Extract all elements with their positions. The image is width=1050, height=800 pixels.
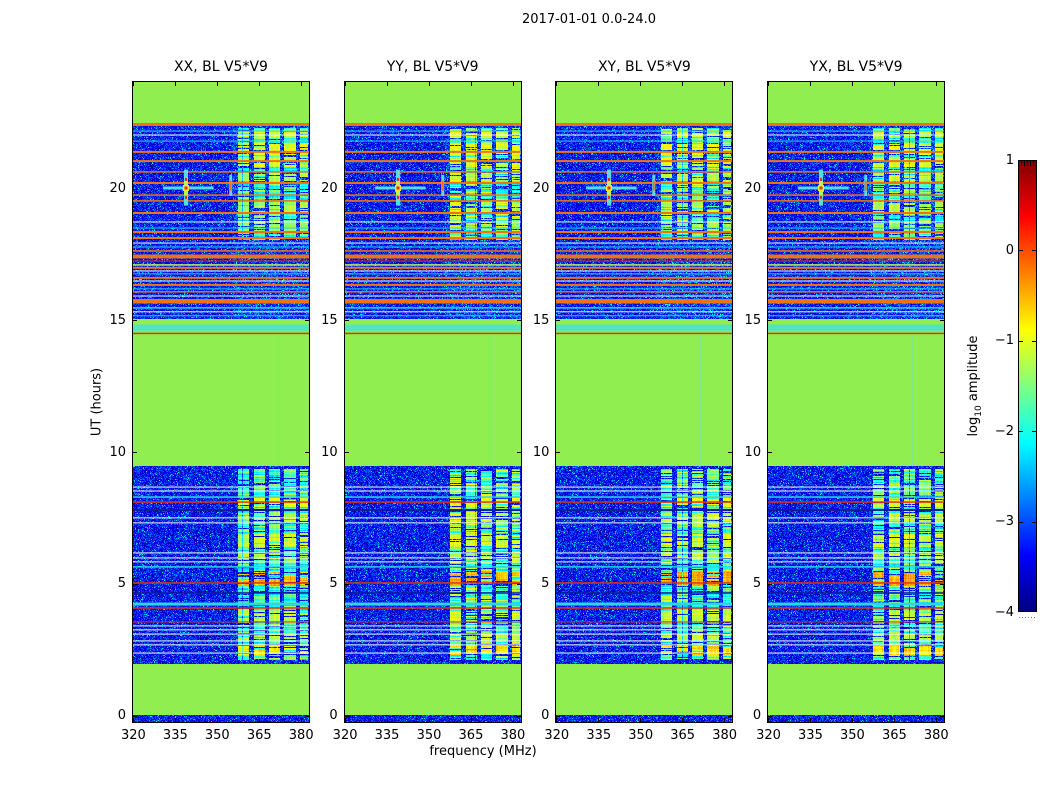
x-tick-label: 320 (756, 728, 781, 743)
x-tick-label: 335 (162, 728, 188, 743)
panel-title: YX, BL V5*V9 (809, 59, 903, 75)
x-tick-label: 320 (120, 728, 146, 743)
x-tick-label: 365 (670, 728, 696, 743)
y-tick-label: 10 (109, 444, 126, 460)
colorbar-label-sub: 10 (973, 405, 984, 417)
x-tick-label: 380 (923, 728, 949, 743)
y-tick-label: 20 (321, 181, 338, 196)
y-axis-label: UT (hours) (89, 367, 105, 437)
spectrogram-panel (132, 81, 310, 723)
panel-title: XY, BL V5*V9 (597, 59, 691, 75)
y-tick-label: 10 (532, 444, 550, 460)
colorbar-tick-label: −4 (994, 604, 1014, 620)
x-tick-label: 350 (204, 728, 230, 743)
y-tick-label: 5 (541, 576, 550, 592)
x-tick-label: 380 (288, 728, 314, 743)
y-tick-label: 5 (752, 576, 762, 592)
y-tick-label: 20 (109, 181, 126, 196)
colorbar-tick-label: 0 (1005, 242, 1014, 258)
colorbar-tick-label: −1 (994, 333, 1014, 349)
x-tick-label: 350 (839, 728, 865, 743)
spectrogram-panel (555, 81, 734, 723)
y-tick-label: 10 (321, 444, 338, 460)
panel-title: YY, BL V5*V9 (386, 59, 479, 75)
y-tick-label: 20 (744, 181, 762, 196)
y-tick-label: 15 (532, 312, 550, 328)
figure-title: 2017-01-01 0.0-24.0 (522, 12, 656, 27)
y-tick-label: 5 (117, 576, 126, 592)
x-axis-label: frequency (MHz) (429, 744, 537, 759)
x-tick-label: 335 (586, 728, 612, 743)
panel-title: XX, BL V5*V9 (174, 59, 268, 75)
colorbar-tick-label: 1 (1005, 152, 1014, 168)
x-tick-label: 365 (458, 728, 484, 743)
spectrogram-panel (343, 81, 522, 723)
y-tick-label: 0 (541, 708, 550, 723)
x-tick-label: 380 (712, 728, 738, 743)
x-tick-label: 350 (416, 728, 442, 743)
colorbar-label-rest: amplitude (966, 335, 982, 406)
x-tick-label: 335 (374, 728, 400, 743)
y-tick-label: 0 (752, 708, 762, 723)
colorbar-label: log10 amplitude (966, 335, 984, 436)
y-tick-label: 5 (329, 576, 338, 592)
y-tick-label: 10 (744, 444, 762, 460)
colorbar (1018, 160, 1037, 620)
x-tick-label: 350 (628, 728, 654, 743)
x-tick-label: 380 (500, 728, 526, 743)
y-tick-label: 15 (744, 312, 762, 328)
colorbar-label-log: log (966, 416, 982, 437)
y-tick-label: 20 (532, 181, 550, 196)
y-tick-label: 15 (321, 312, 338, 328)
x-tick-label: 365 (246, 728, 272, 743)
colorbar-tick-label: −2 (994, 423, 1014, 439)
colorbar-tick-label: −3 (994, 514, 1014, 530)
y-tick-label: 0 (329, 708, 338, 723)
x-tick-label: 335 (798, 728, 823, 743)
x-tick-label: 365 (881, 728, 907, 743)
y-tick-label: 15 (109, 312, 126, 328)
y-tick-label: 0 (117, 708, 126, 723)
x-tick-label: 320 (544, 728, 570, 743)
x-tick-label: 320 (332, 728, 358, 743)
spectrogram-panel (767, 81, 946, 723)
